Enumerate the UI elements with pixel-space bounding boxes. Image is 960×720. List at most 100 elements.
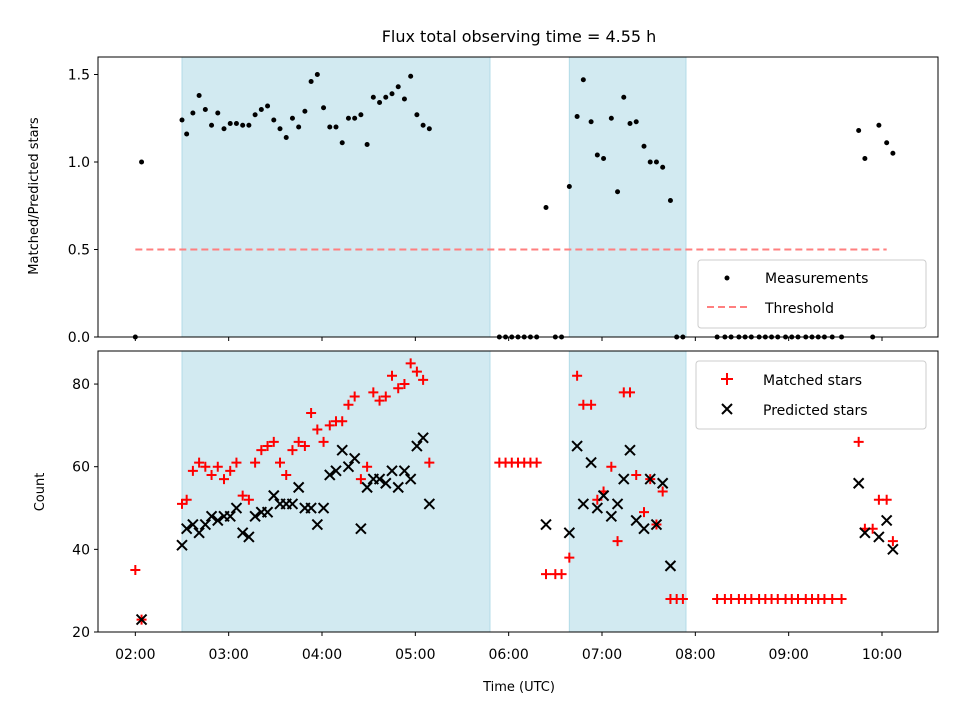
measurements-point: [641, 143, 647, 149]
predicted-stars-point: [317, 502, 330, 514]
predicted-stars-point: [611, 498, 624, 510]
bottom-y-axis-label: Count: [33, 473, 48, 512]
predicted-stars-point: [180, 522, 193, 535]
measurements-point: [377, 100, 383, 105]
predicted-stars-point: [193, 527, 205, 539]
predicted-stars-point: [650, 518, 663, 531]
predicted-stars-point: [859, 527, 871, 539]
measurements-point: [358, 112, 364, 118]
measurements-point: [179, 117, 185, 123]
matched-stars-point: [881, 494, 892, 505]
top-panel: 0.0 0.5 1.0 1.5: [68, 56, 939, 346]
bottom-shaded-interval-1: [181, 350, 491, 633]
predicted-stars-point: [135, 613, 148, 626]
measurements-point: [401, 96, 407, 102]
matched-stars-point: [625, 387, 635, 398]
measurements-point: [209, 122, 215, 128]
measurements-point: [633, 119, 639, 125]
matched-stars-point: [411, 366, 422, 377]
matched-stars-point: [612, 536, 623, 547]
matched-stars-point: [250, 457, 261, 468]
matched-stars-point: [418, 374, 429, 385]
measurements-point: [308, 79, 314, 84]
top-legend: Measurements Threshold: [697, 259, 927, 329]
predicted-stars-point: [268, 489, 280, 502]
legend-predicted-label: Predicted stars: [763, 403, 868, 419]
matched-stars-point: [677, 593, 688, 604]
measurements-point: [647, 159, 653, 165]
bottom-legend-box: [695, 360, 927, 430]
predicted-stars-point: [330, 465, 342, 477]
predicted-stars-point: [571, 440, 583, 452]
measurements-point: [339, 140, 345, 146]
measurements-point: [420, 122, 426, 128]
predicted-stars-point: [355, 522, 367, 535]
measurements-point: [594, 152, 600, 158]
matched-stars-point: [556, 569, 567, 580]
matched-stars-point: [853, 436, 864, 447]
matched-stars-point: [399, 379, 410, 390]
measurements-point: [345, 115, 351, 121]
predicted-stars-point: [292, 481, 305, 494]
x-tick-label: 10:00: [862, 647, 902, 663]
legend-matched-marker: [721, 373, 733, 385]
x-tick-label: 08:00: [675, 647, 715, 663]
matched-stars-point: [231, 457, 242, 468]
top-y-axis-label: Matched/Predicted stars: [27, 117, 42, 275]
predicted-stars-point: [644, 473, 656, 485]
predicted-stars-point: [286, 498, 299, 510]
measurements-point: [667, 198, 673, 203]
predicted-stars-point: [411, 440, 423, 452]
measurements-point: [184, 131, 190, 137]
bottom-y-tick-label: 20: [72, 625, 90, 641]
matched-stars-point: [387, 370, 397, 381]
bottom-legend: Matched stars Predicted stars: [695, 360, 927, 430]
measurements-point: [265, 103, 271, 109]
matched-stars-point: [275, 457, 285, 468]
matched-stars-point: [586, 399, 597, 410]
measurements-point: [215, 110, 221, 116]
measurements-point: [601, 156, 607, 161]
predicted-stars-point: [342, 460, 355, 473]
measurements-point: [660, 164, 666, 170]
predicted-stars-point: [261, 506, 274, 518]
matched-stars-point: [324, 420, 335, 431]
measurements-point: [321, 105, 327, 111]
measurements-point: [395, 84, 401, 90]
measurements-point: [574, 114, 580, 119]
predicted-stars-point: [336, 444, 348, 456]
predicted-stars-point: [305, 502, 317, 514]
measurements-point: [876, 122, 882, 128]
predicted-stars-point: [880, 514, 893, 527]
bottom-panel: 20 40 60 80 02:00 03:00 04:00 05:00 06:00 07:00 08…: [72, 350, 939, 663]
measurements-point: [227, 121, 233, 126]
predicted-stars-point: [417, 432, 429, 444]
matched-stars-point: [405, 358, 416, 369]
matched-stars-point: [362, 461, 373, 472]
predicted-stars-point: [230, 502, 243, 514]
top-y-tick-label: 0.5: [68, 243, 90, 259]
measurements-point: [190, 110, 196, 116]
predicted-stars-point: [392, 481, 404, 494]
predicted-stars-point: [373, 473, 386, 485]
matched-stars-point: [343, 399, 354, 410]
measurements-point: [196, 93, 202, 98]
measurements-point: [296, 124, 302, 130]
measurements-point: [202, 107, 208, 112]
predicted-stars-point: [380, 477, 392, 489]
measurements-point: [252, 112, 258, 118]
matched-stars-point: [293, 436, 304, 447]
measurements-point: [240, 122, 246, 128]
predicted-stars-point: [348, 452, 361, 465]
predicted-stars-point: [205, 510, 218, 523]
predicted-stars-point: [176, 539, 188, 551]
measurements-point: [233, 121, 239, 126]
predicted-stars-point: [664, 560, 677, 572]
measurements-point: [608, 115, 614, 121]
measurements-point: [271, 117, 277, 123]
matched-stars-point: [200, 461, 211, 472]
bottom-y-tick-label: 60: [72, 460, 90, 476]
measurements-point: [615, 189, 621, 195]
top-y-tick-label: 1.0: [68, 155, 90, 171]
matched-stars-point: [393, 383, 404, 394]
